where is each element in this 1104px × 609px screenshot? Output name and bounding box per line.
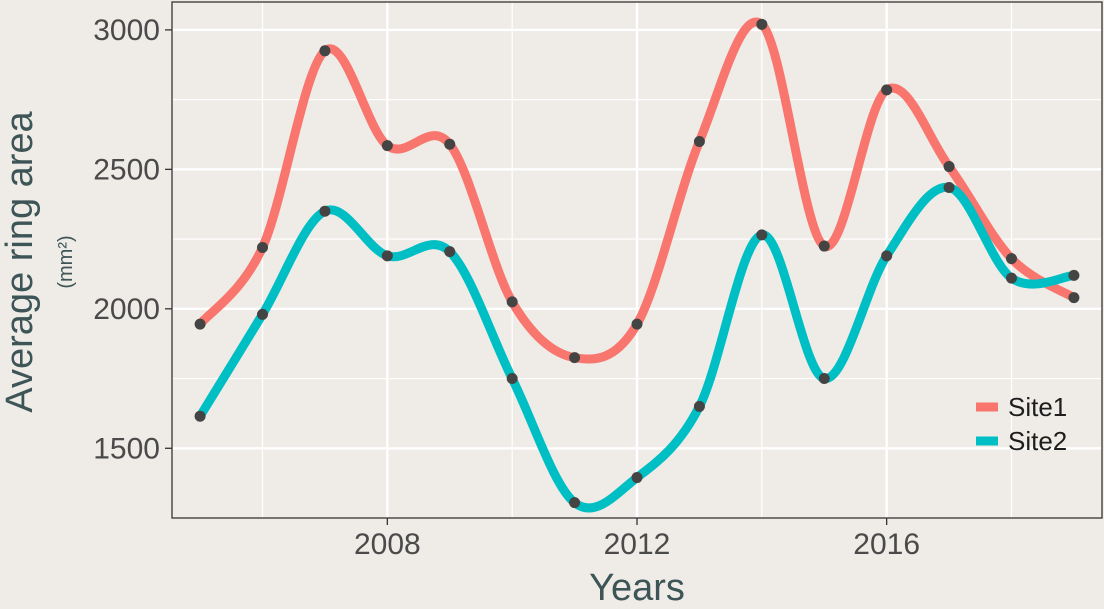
data-point-site2 [943,181,955,193]
data-point-site2 [881,250,893,262]
data-point-site2 [818,373,830,385]
data-point-site2 [444,246,456,258]
legend-label-site2: Site2 [1008,426,1067,456]
data-point-site1 [1005,253,1017,265]
data-point-site1 [381,140,393,152]
data-point-site1 [319,45,331,57]
y-axis-title: Average ring area [0,110,41,412]
data-point-site2 [1005,272,1017,284]
x-axis: 2008 2012 2016 [354,518,920,561]
data-point-site2 [319,205,331,217]
data-point-site2 [1068,269,1080,281]
series-line-site2 [195,182,1079,513]
data-point-site1 [569,352,581,364]
data-point-site1 [693,135,705,147]
data-point-site2 [194,410,206,422]
y-tick-label: 2000 [93,293,160,326]
data-point-site2 [756,229,768,241]
data-point-site1 [506,296,518,308]
points-layer [194,18,1080,509]
data-point-site2 [506,373,518,385]
x-tick-label: 2012 [604,528,671,561]
data-point-site2 [631,472,643,484]
data-point-site2 [257,308,269,320]
data-point-site1 [631,318,643,330]
x-axis-title: Years [589,567,685,609]
y-axis-unit: (mm²) [55,235,77,288]
y-axis-title-group: Average ring area [0,110,41,412]
y-axis: 1500 2000 2500 3000 [93,14,172,465]
data-point-site1 [1068,292,1080,304]
y-tick-label: 1500 [93,432,160,465]
data-point-site1 [943,161,955,173]
legend: Site1 Site2 [976,392,1067,456]
x-tick-label: 2008 [354,528,421,561]
data-point-site2 [381,250,393,262]
data-point-site1 [881,84,893,96]
series-line-site1 [195,17,1079,364]
data-point-site2 [569,497,581,509]
data-point-site2 [693,400,705,412]
data-point-site1 [257,241,269,253]
x-tick-label: 2016 [853,528,920,561]
data-point-site1 [756,18,768,30]
series-layer [195,17,1079,513]
data-point-site1 [444,138,456,150]
legend-label-site1: Site1 [1008,392,1067,422]
y-tick-label: 3000 [93,14,160,47]
y-axis-unit-group: (mm²) [55,235,77,288]
data-point-site1 [194,318,206,330]
data-point-site1 [818,240,830,252]
y-tick-label: 2500 [93,153,160,186]
